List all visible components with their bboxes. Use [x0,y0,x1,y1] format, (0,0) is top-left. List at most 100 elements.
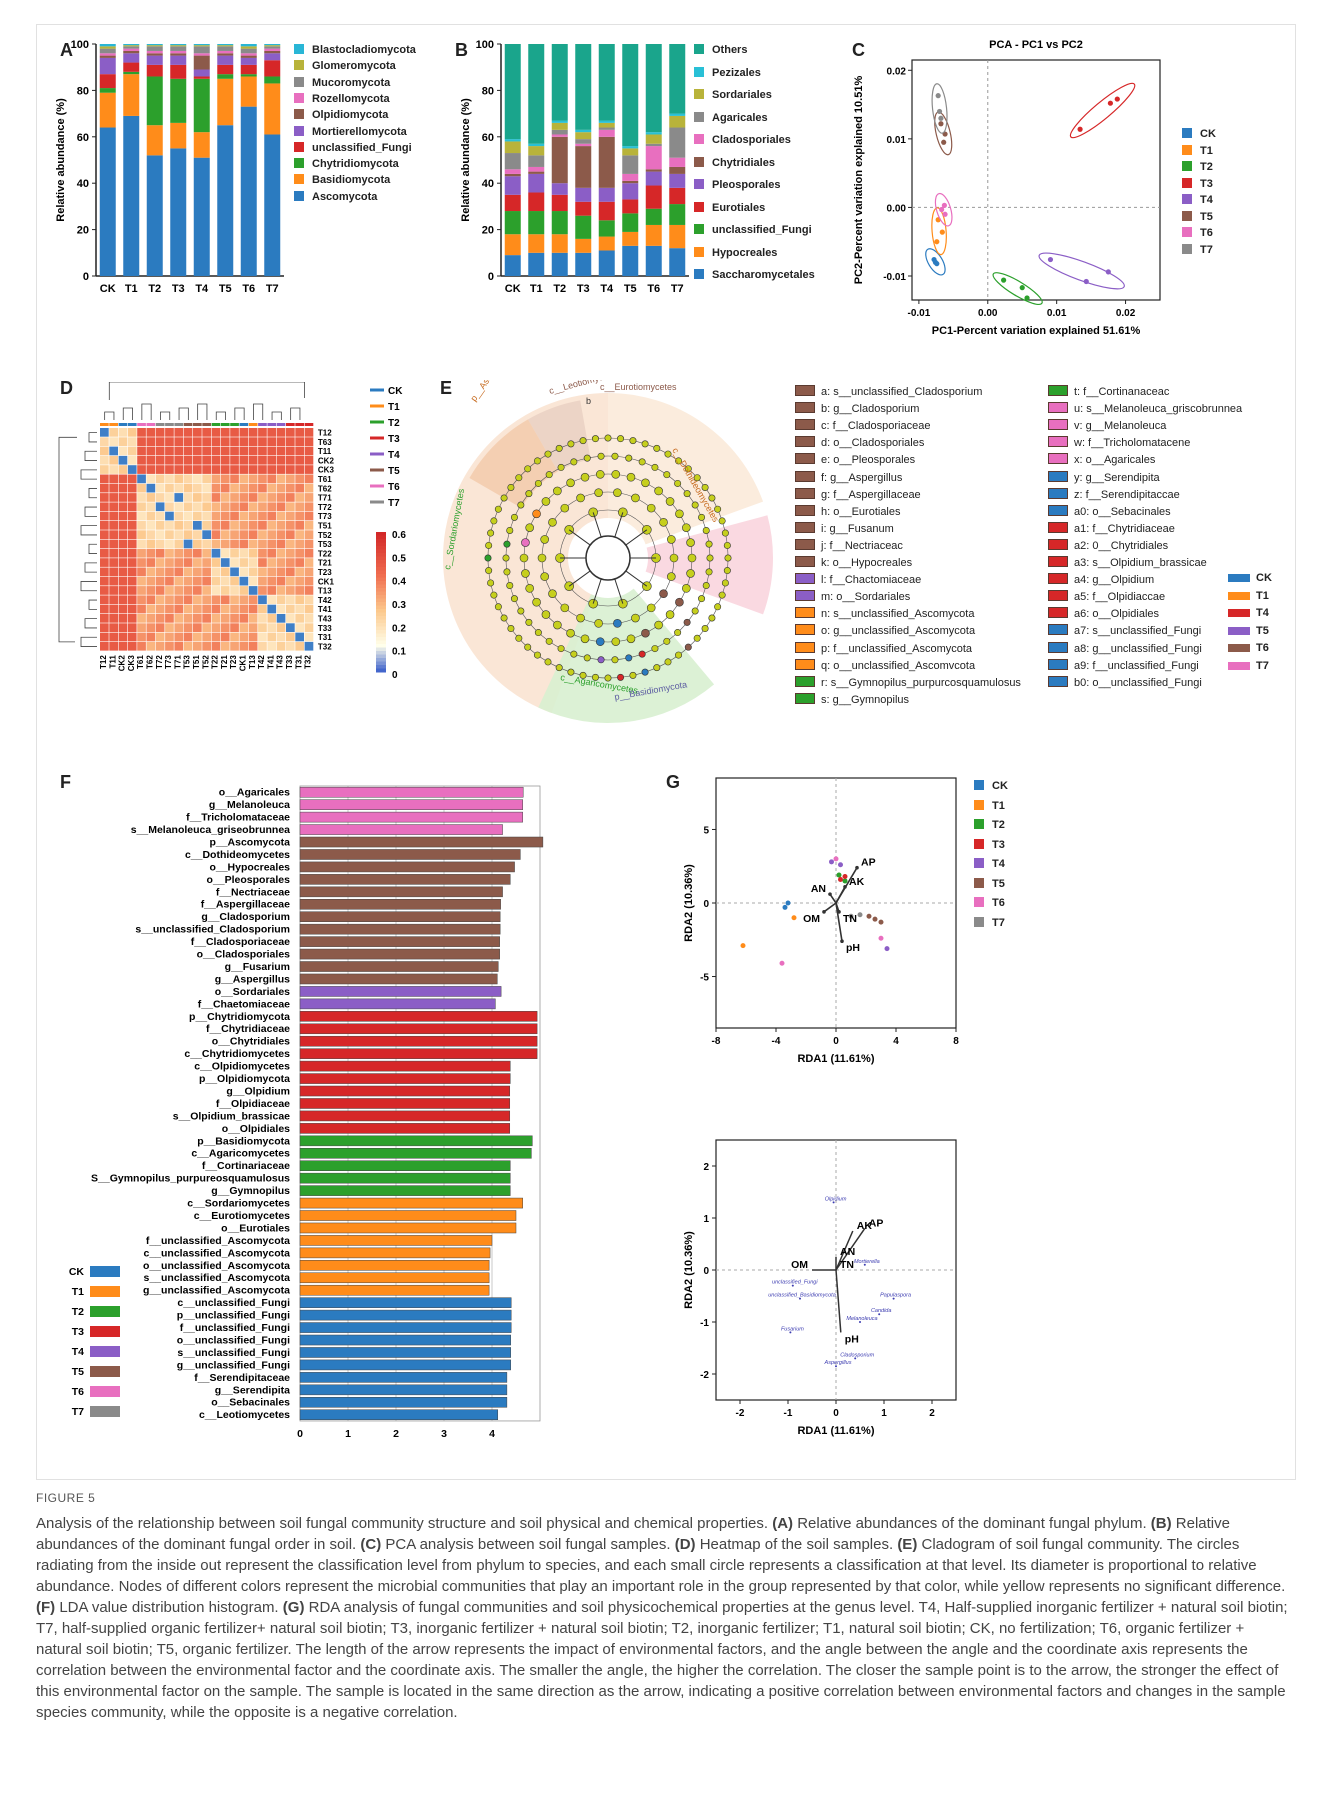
bar-segment-ascomycota-t7 [264,134,281,276]
bar-segment-mucoromycota-t5 [217,46,234,51]
heatmap-cell [118,428,128,437]
cladogram-legend-label: i: g__Fusanum [821,522,894,535]
bar-segment-unclassified-fungi-ck [99,74,116,89]
heatmap-cell [137,530,146,539]
ring-label-b: b [586,396,591,406]
taxon-node [595,470,605,479]
svgA-legend-label: Rozellomycota [312,92,390,105]
bar-segment-pezizales-t7 [669,113,686,116]
bar-segment-unclassified-fungi-t3 [575,215,592,239]
heatmap-cell [165,641,174,651]
rda-legend-label: CK [992,780,1008,792]
heatmap-cell [193,595,202,605]
heatmap-cell [137,437,146,446]
cladogram-group-label: T7 [1256,659,1269,672]
heatmap-cell [202,586,211,595]
heatmap-cell [174,521,184,530]
env-arrow-label: pH [846,942,860,954]
taxon-node [682,584,691,593]
heatmap-cell [276,539,286,549]
panel-label-a: A [60,40,73,60]
taxon-node [490,517,498,525]
heatmap-cell [230,455,239,465]
panel-label-e: E [440,378,453,398]
sample-point-t2 [1024,295,1030,301]
heatmap-cell [165,586,174,595]
group-legend-label: T7 [388,498,400,509]
taxon-node [519,553,529,563]
heatmap-cell [146,502,156,512]
taxon-node [613,619,622,628]
bar-segment-eurotiales-t6 [645,185,662,209]
heatmap-cell [202,455,211,465]
cladogram-legend-item: y: g__Serendipita [1048,470,1160,484]
heatmap-cell [183,530,193,539]
heatmap-cell [276,576,286,586]
bar-segment-hypocreales-t1 [528,234,545,253]
heatmap-cell [267,437,277,446]
colorbar-step [376,637,386,641]
taxon-node [555,444,563,452]
bar-segment-unclassified-fungi-ck [504,211,521,235]
lda-bar-g-aspergillus [299,973,498,985]
lda-bar-g-fusarium [299,961,499,972]
lda-bar-label: g__Aspergillus [215,973,290,985]
colorbar-label: 0.2 [392,623,406,634]
taxon-node [641,628,650,638]
panel-e-cladogram: p__Ascomycotac__Leotiomycetesc__Eurotiom… [442,380,773,723]
taxon-node [659,589,668,598]
heatmap-cell [155,604,165,614]
heatmap-cell [258,511,267,521]
heatmap-cell [146,604,156,614]
column-label: T61 [136,655,145,669]
env-arrow-label: TN [840,1259,854,1271]
row-label: T31 [318,633,332,642]
heatmap-cell [155,493,165,502]
heatmap-cell [155,558,165,567]
lda-bar-s-olpidium-brassicae [299,1110,511,1122]
heatmap-cell [286,428,295,437]
heatmap-cell [109,511,118,521]
panel-c-pca-scatter: PCA - PC1 vs PC2-0.01 0.00 0.01 0.020.020.0… [853,39,1161,337]
heatmap-cell [258,567,267,577]
caption-part: LDA value distribution histogram. [55,1599,283,1616]
colorbar-step [376,591,386,596]
bar-segment-pezizales-t4 [598,120,615,123]
heatmap-cell [248,465,258,474]
taxon-node [564,581,574,592]
svgA-legend-item-chytridiomycota: Chytridiomycota [294,158,399,170]
heatmap-cell [304,623,314,632]
heatmap-cell [258,428,267,437]
heatmap-cell [248,530,258,539]
lda-bar-o-unclassified-fungi [299,1334,511,1346]
cladogram-legend-label: a8: g__unclassified_Fungi [1074,642,1202,655]
taxon-node [641,478,650,488]
lda-bar-o-unclassified-ascomycota [299,1260,490,1271]
y-tick-label: 80 [77,85,89,97]
heatmap-cell [211,641,221,651]
heatmap-cell [183,446,193,456]
sample-point-t5 [941,139,947,145]
sample-point-t6 [939,206,945,213]
heatmap-cell [258,502,267,512]
svgA-legend-swatch [294,76,304,87]
heatmap-cell [211,521,221,530]
heatmap-cell [118,595,128,605]
heatmap-cell [304,511,314,521]
heatmap-cell [295,567,304,577]
heatmap-cell [118,632,128,642]
heatmap-cell [146,567,156,577]
genus-point [878,1313,881,1316]
cladogram-legend-item: s: g__Gymnopilus [795,692,909,706]
svgB-legend-item-saccharomycetales: Saccharomycetales [694,269,815,281]
pca-legend-swatch [1182,161,1192,171]
x-tick-label: 8 [953,1036,959,1047]
genus-label-papulaspora: Papulaspora [880,1293,911,1299]
heatmap-cell [183,539,193,549]
lda-bar-o-olpidiales [299,1123,511,1134]
heatmap-cell [295,539,304,549]
svgA-legend-swatch [294,174,304,185]
cladogram-branches [560,512,656,604]
bar-segment-olpidiomycota-t6 [240,55,257,58]
panel-e-legend-column-2: t: f__Cortinanaceac u: s__Melanoleuca_gri… [1048,385,1258,715]
